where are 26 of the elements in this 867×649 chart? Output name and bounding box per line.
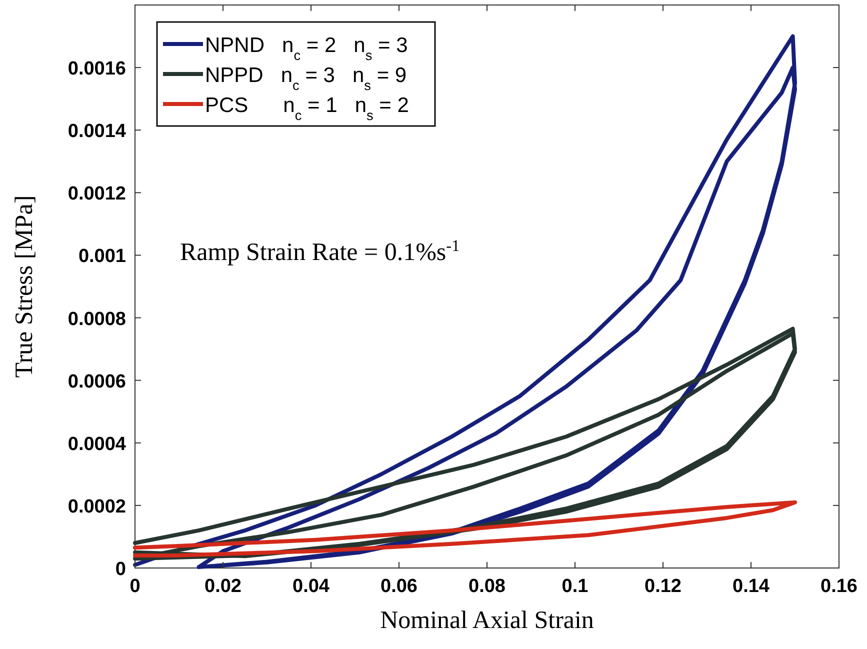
x-tick-label: 0.02 — [204, 576, 242, 597]
x-axis-title: Nominal Axial Strain — [380, 607, 594, 634]
line-series — [133, 34, 797, 570]
legend-label: NPND n$_{c}$ = 2 n$_{s}$ = 3 — [205, 34, 408, 62]
y-tick-label: 0.001 — [78, 246, 126, 268]
x-tick-label: 0.04 — [292, 576, 330, 597]
x-tick-label: 0.08 — [468, 576, 506, 597]
y-tick-label: 0.0014 — [68, 121, 126, 142]
x-tick-label: 0.1 — [562, 576, 589, 597]
x-tick-label: 0.06 — [380, 576, 418, 597]
y-tick-label: 0.0016 — [68, 58, 126, 80]
y-tick-label: 0.0012 — [68, 184, 126, 205]
x-tick-label: 0 — [130, 576, 140, 597]
x-tick-label: 0.12 — [644, 576, 682, 597]
legend-label: NPPD n$_{c}$ = 3 n$_{s}$ = 9 — [205, 64, 407, 92]
y-tick-label: 0.0002 — [68, 496, 126, 518]
y-tick-label: 0 — [115, 559, 126, 580]
y-tick-label: 0.0004 — [68, 434, 126, 455]
x-tick-label: 0.16 — [820, 576, 858, 597]
legend-label: PCS n$_{c}$ = 1 n$_{s}$ = 2 — [205, 94, 409, 122]
annotation: Ramp Strain Rate = 0.1%s$^{-1}$ — [180, 237, 460, 266]
y-axis-title: True Stress [MPa] — [11, 195, 38, 378]
x-tick-label: 0.14 — [732, 576, 770, 597]
line-series — [133, 500, 797, 558]
y-tick-label: 0.0006 — [68, 371, 126, 392]
y-tick-label: 0.0008 — [68, 308, 126, 330]
